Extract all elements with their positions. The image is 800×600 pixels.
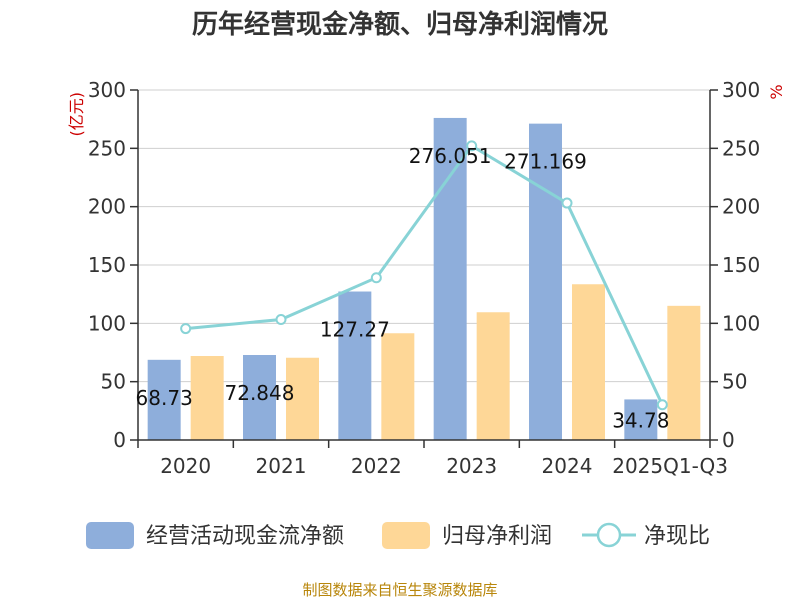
y-left-tick-label: 0 <box>113 428 126 452</box>
bar-net-profit <box>476 312 510 440</box>
x-tick-label: 2020 <box>160 454 211 478</box>
bar-cash-flow <box>529 123 562 440</box>
bar-cash-flow <box>624 399 658 440</box>
y-right-tick-label: 100 <box>722 311 760 335</box>
bar-net-profit <box>286 357 319 440</box>
source-note: 制图数据来自恒生聚源数据库 <box>302 581 497 599</box>
y-left-tick-label: 100 <box>88 311 126 335</box>
line-point <box>180 323 192 335</box>
y-right-tick-label: 250 <box>722 136 760 160</box>
y-left-unit: (亿元) <box>67 92 86 137</box>
y-right-unit: % <box>767 84 786 99</box>
legend-swatch-cash-flow <box>86 522 134 549</box>
line-layer <box>180 140 668 411</box>
bar-net-profit <box>190 356 224 440</box>
bar-cash-flow <box>243 355 276 440</box>
y-left-tick-label: 150 <box>88 253 126 277</box>
data-label-cash-flow: 34.78 <box>612 408 669 432</box>
data-label-cash-flow: 271.169 <box>504 150 587 174</box>
bar-cash-flow <box>338 291 372 440</box>
data-label-cash-flow: 127.27 <box>320 318 390 342</box>
axes-layer: 0 50 100 150 200 250 300 0 50 100 150 200 250 300 2020… <box>88 78 760 478</box>
chart-title: 历年经营现金净额、归母净利润情况 <box>192 9 608 40</box>
data-labels-layer: 68.73 72.848 127.27 276.051 271.169 34.78 <box>136 144 670 432</box>
y-right-tick-label: 200 <box>722 195 760 219</box>
y-left-tick-label: 50 <box>101 370 126 394</box>
line-point <box>656 399 668 411</box>
x-tick-label: 2024 <box>542 454 593 478</box>
x-tick-label: 2023 <box>446 454 497 478</box>
legend: 经营活动现金流净额 归母净利润 净现比 <box>86 522 710 549</box>
legend-swatch-net-profit <box>382 522 430 549</box>
data-label-cash-flow: 72.848 <box>225 381 295 405</box>
data-label-cash-flow: 276.051 <box>409 144 492 168</box>
legend-marker-net-cash-ratio <box>596 522 622 548</box>
bars-layer <box>147 117 701 441</box>
legend-label-net-profit: 归母净利润 <box>442 524 552 549</box>
bar-net-profit <box>667 305 701 440</box>
y-left-tick-label: 300 <box>88 78 126 102</box>
data-label-cash-flow: 68.73 <box>136 386 193 410</box>
y-right-tick-label: 150 <box>722 253 760 277</box>
x-tick-label: 2022 <box>351 454 402 478</box>
legend-label-cash-flow: 经营活动现金流净额 <box>146 524 344 549</box>
x-tick-label: 2021 <box>256 454 307 478</box>
line-point <box>370 272 382 284</box>
bar-net-profit <box>572 284 605 440</box>
bar-cash-flow <box>147 359 181 440</box>
bar-cash-flow <box>433 117 467 441</box>
bar-net-profit <box>381 333 415 440</box>
line-point <box>561 197 573 209</box>
y-left-tick-label: 200 <box>88 195 126 219</box>
line-point <box>275 313 287 325</box>
y-left-tick-label: 250 <box>88 136 126 160</box>
grid-lines <box>138 89 710 383</box>
legend-label-net-cash-ratio: 净现比 <box>644 524 710 549</box>
y-right-tick-label: 0 <box>722 428 735 452</box>
y-right-tick-label: 300 <box>722 78 760 102</box>
x-tick-label: 2025Q1-Q3 <box>612 454 728 478</box>
line-net-cash-ratio <box>185 143 664 406</box>
line-point <box>466 140 478 152</box>
y-right-tick-label: 50 <box>722 370 747 394</box>
